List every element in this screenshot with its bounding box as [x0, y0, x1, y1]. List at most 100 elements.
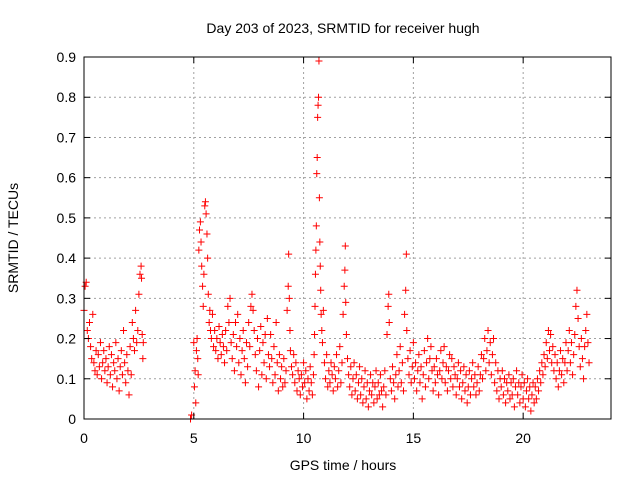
data-point [318, 339, 326, 347]
x-tick-label: 20 [515, 430, 531, 446]
data-point [223, 347, 231, 355]
data-point [264, 351, 272, 359]
data-point [354, 379, 362, 387]
data-point [451, 371, 459, 379]
data-point [401, 310, 409, 318]
data-point [201, 202, 209, 210]
data-point [414, 367, 422, 375]
data-point [469, 359, 477, 367]
y-tick-label: 0.7 [57, 129, 77, 145]
data-point [417, 363, 425, 371]
data-point [585, 359, 593, 367]
data-point [105, 343, 113, 351]
data-point [128, 318, 136, 326]
data-point [513, 367, 521, 375]
data-point [514, 391, 522, 399]
data-point [293, 387, 301, 395]
data-point [112, 339, 120, 347]
data-point [273, 359, 281, 367]
data-point [226, 294, 234, 302]
data-point [311, 331, 319, 339]
data-point [294, 367, 302, 375]
data-point [99, 359, 107, 367]
data-point [205, 318, 213, 326]
data-point [419, 371, 427, 379]
data-point [554, 383, 562, 391]
data-point [270, 343, 278, 351]
data-point [468, 375, 476, 383]
data-point [328, 371, 336, 379]
data-point [495, 395, 503, 403]
data-point [117, 347, 125, 355]
y-tick-label: 0.3 [57, 290, 77, 306]
data-point [457, 367, 465, 375]
data-point [543, 355, 551, 363]
data-point [125, 391, 133, 399]
data-point [412, 359, 420, 367]
data-point [436, 367, 444, 375]
data-point [227, 339, 235, 347]
data-point [101, 367, 109, 375]
data-point [394, 383, 402, 391]
data-point [475, 387, 483, 395]
data-point [194, 371, 202, 379]
data-point [221, 359, 229, 367]
data-point [308, 391, 316, 399]
data-point [92, 347, 100, 355]
data-point [379, 403, 387, 411]
data-point [476, 371, 484, 379]
y-tick-label: 0.5 [57, 210, 77, 226]
data-point [318, 327, 326, 335]
data-point [443, 387, 451, 395]
data-point [138, 331, 146, 339]
data-point [389, 363, 397, 371]
data-point [285, 250, 293, 258]
data-point [211, 327, 219, 335]
data-point [413, 387, 421, 395]
data-point [446, 351, 454, 359]
data-point [302, 367, 310, 375]
data-point [409, 339, 417, 347]
data-point [425, 375, 433, 383]
data-point [380, 383, 388, 391]
data-point [85, 318, 93, 326]
data-point [252, 367, 260, 375]
data-point [269, 379, 277, 387]
data-point [239, 327, 247, 335]
data-point [201, 198, 209, 206]
data-point [275, 351, 283, 359]
data-point [340, 282, 348, 290]
data-point [449, 383, 457, 391]
data-point [316, 238, 324, 246]
data-point [583, 310, 591, 318]
data-point [385, 290, 393, 298]
data-point [558, 371, 566, 379]
data-point [581, 343, 589, 351]
data-point [131, 347, 139, 355]
data-point [88, 355, 96, 363]
data-point [109, 383, 117, 391]
data-point [437, 347, 445, 355]
data-point [352, 371, 360, 379]
data-point [224, 302, 232, 310]
data-point [582, 327, 590, 335]
data-point [357, 391, 365, 399]
data-point [565, 327, 573, 335]
data-point [461, 387, 469, 395]
data-point [370, 399, 378, 407]
data-point [391, 395, 399, 403]
data-point [90, 359, 98, 367]
data-point [282, 367, 290, 375]
data-point [115, 387, 123, 395]
data-point [214, 355, 222, 363]
data-point [572, 302, 580, 310]
data-point [319, 306, 327, 314]
data-point [346, 383, 354, 391]
data-point [311, 302, 319, 310]
data-point [381, 367, 389, 375]
data-point [133, 339, 141, 347]
data-point [134, 327, 142, 335]
data-point [310, 351, 318, 359]
data-point [353, 395, 361, 403]
